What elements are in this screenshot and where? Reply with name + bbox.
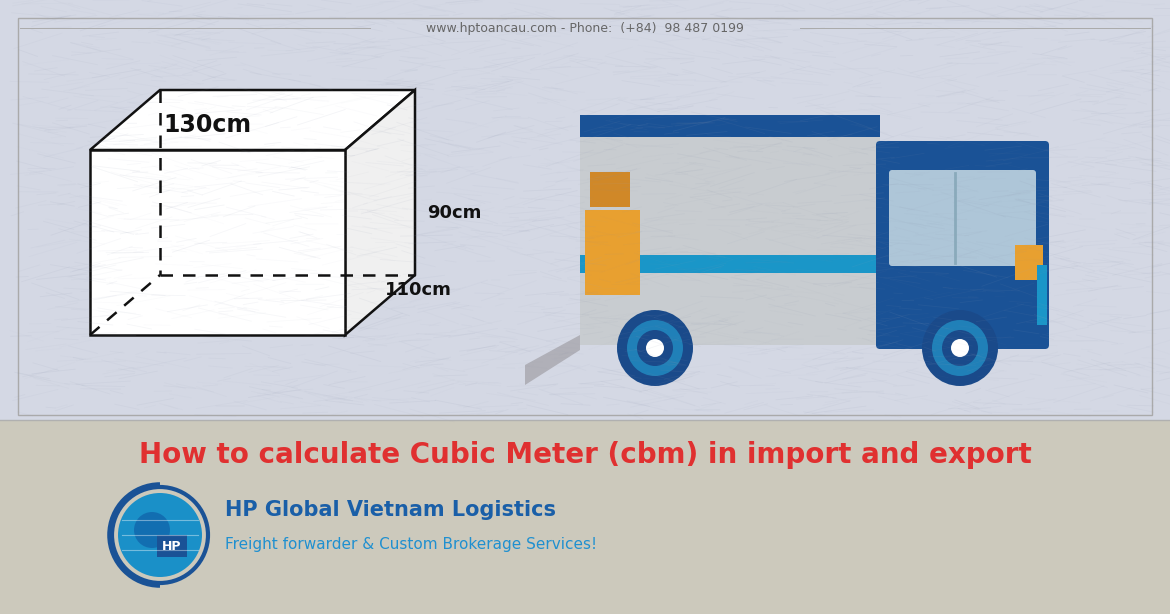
Bar (580, 115, 880, 137)
Text: How to calculate Cubic Meter (cbm) in import and export: How to calculate Cubic Meter (cbm) in im… (138, 441, 1032, 469)
Bar (585, 210, 640, 295)
Bar (590, 172, 629, 207)
Bar (0, 0, 1170, 420)
Bar (1016, 245, 1042, 280)
Circle shape (118, 493, 202, 577)
Polygon shape (90, 150, 345, 335)
Text: 130cm: 130cm (164, 113, 252, 137)
Bar (18, 18, 1152, 415)
Circle shape (951, 339, 969, 357)
Polygon shape (90, 90, 415, 150)
Circle shape (942, 330, 978, 366)
Text: 90cm: 90cm (427, 203, 481, 222)
Circle shape (135, 512, 170, 548)
Bar (580, 255, 880, 273)
Circle shape (636, 330, 673, 366)
Polygon shape (345, 90, 415, 335)
Text: HP: HP (163, 540, 181, 553)
Bar (0, 420, 1170, 614)
FancyBboxPatch shape (876, 141, 1049, 349)
Text: HP Global Vietnam Logistics: HP Global Vietnam Logistics (225, 500, 556, 520)
Polygon shape (525, 335, 580, 385)
Circle shape (932, 320, 987, 376)
Bar (157, 535, 187, 557)
Bar (580, 115, 880, 345)
Circle shape (617, 310, 693, 386)
Circle shape (627, 320, 683, 376)
Bar (1037, 265, 1047, 325)
Text: Freight forwarder & Custom Brokerage Services!: Freight forwarder & Custom Brokerage Ser… (225, 537, 597, 553)
Circle shape (922, 310, 998, 386)
Text: www.hptoancau.com - Phone:  (+84)  98 487 0199: www.hptoancau.com - Phone: (+84) 98 487 … (426, 21, 744, 34)
Circle shape (646, 339, 665, 357)
Text: 110cm: 110cm (385, 281, 452, 299)
FancyBboxPatch shape (889, 170, 1035, 266)
